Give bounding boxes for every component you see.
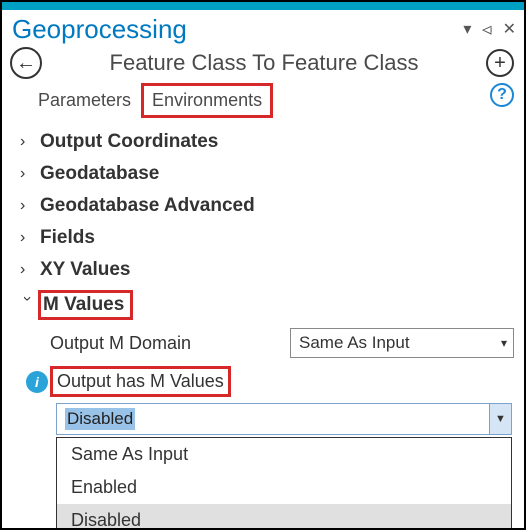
field-output-has-m-values: i Output has M Values: [20, 362, 520, 401]
chevron-right-icon: ›: [20, 133, 38, 151]
panel-title: Geoprocessing: [12, 14, 463, 45]
tool-title: Feature Class To Feature Class: [42, 50, 486, 76]
help-button[interactable]: ?: [490, 83, 514, 107]
section-label: M Values: [38, 290, 133, 320]
section-label: Fields: [38, 226, 101, 250]
info-icon[interactable]: i: [26, 371, 48, 393]
menu-icon[interactable]: ▾: [463, 22, 471, 38]
chevron-down-icon: ▼: [495, 413, 506, 425]
tab-environments[interactable]: Environments: [141, 83, 273, 118]
section-label: Geodatabase Advanced: [38, 194, 261, 218]
section-geodatabase-advanced[interactable]: › Geodatabase Advanced: [20, 190, 520, 222]
dropdown-item-enabled[interactable]: Enabled: [57, 471, 511, 504]
chevron-right-icon: ›: [20, 261, 38, 279]
chevron-right-icon: ›: [20, 229, 38, 247]
section-output-coordinates[interactable]: › Output Coordinates: [20, 126, 520, 158]
field-label: Output M Domain: [46, 331, 290, 356]
dropdown-button[interactable]: ▼: [489, 404, 511, 434]
dropdown-item-same-as-input[interactable]: Same As Input: [57, 438, 511, 471]
add-button[interactable]: +: [486, 49, 514, 77]
chevron-down-icon: ▾: [501, 336, 507, 350]
output-m-domain-select[interactable]: Same As Input ▾: [290, 328, 514, 358]
pin-icon[interactable]: ⏿: [481, 22, 492, 38]
section-fields[interactable]: › Fields: [20, 222, 520, 254]
section-m-values[interactable]: › M Values: [8, 286, 520, 324]
section-geodatabase[interactable]: › Geodatabase: [20, 158, 520, 190]
section-label: XY Values: [38, 258, 137, 282]
dropdown-list: Same As Input Enabled Disabled: [56, 437, 512, 530]
close-icon[interactable]: ✕: [503, 22, 516, 38]
select-value: Same As Input: [299, 333, 410, 353]
field-output-m-domain: Output M Domain Same As Input ▾: [20, 324, 520, 362]
output-has-m-values-select[interactable]: Disabled ▼: [56, 403, 512, 435]
section-label: Output Coordinates: [38, 130, 224, 154]
chevron-right-icon: ›: [20, 165, 38, 183]
dropdown-item-disabled[interactable]: Disabled: [57, 504, 511, 530]
field-label: Output has M Values: [50, 366, 231, 397]
section-xy-values[interactable]: › XY Values: [20, 254, 520, 286]
chevron-down-icon: ›: [18, 296, 36, 314]
select-value: Disabled: [65, 408, 135, 430]
section-label: Geodatabase: [38, 162, 165, 186]
back-button[interactable]: ←: [10, 47, 42, 79]
chevron-right-icon: ›: [20, 197, 38, 215]
tab-parameters[interactable]: Parameters: [30, 86, 139, 115]
